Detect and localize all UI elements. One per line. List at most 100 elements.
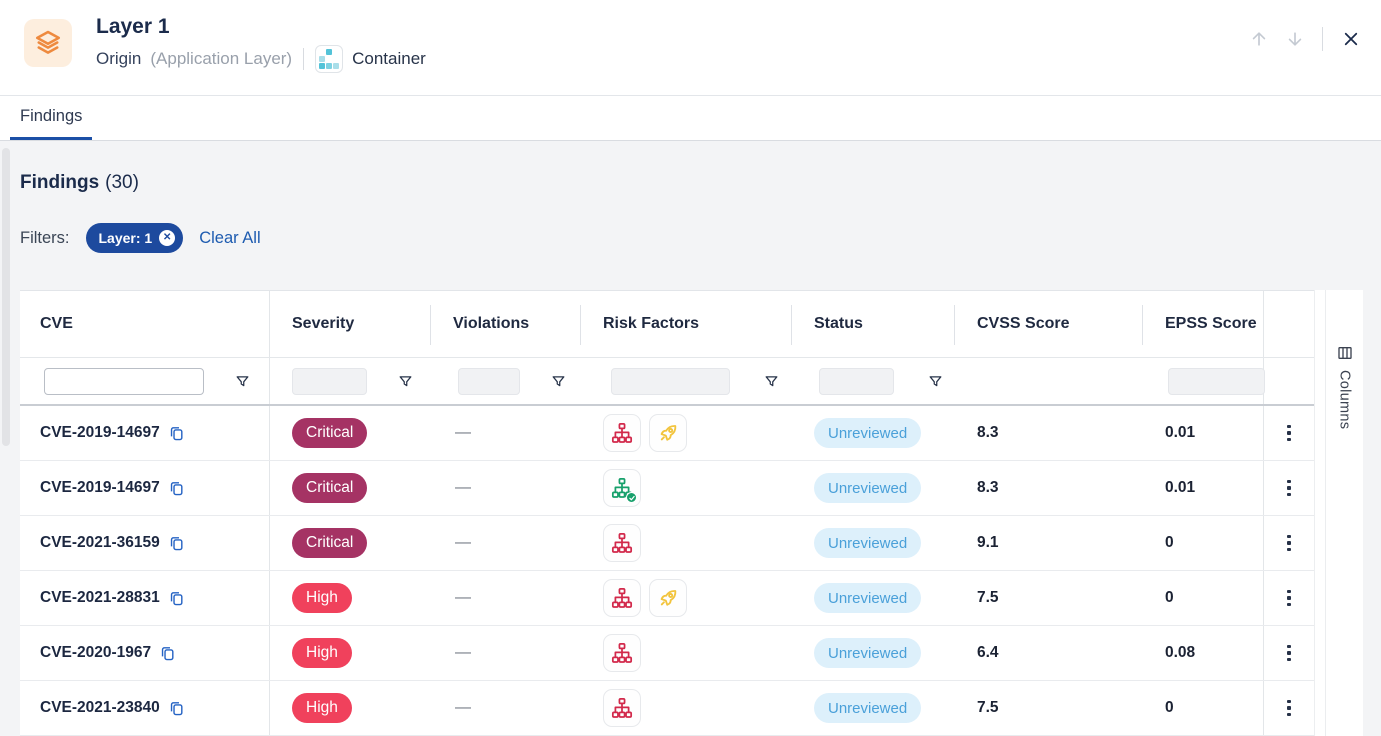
epss-score: 0.01 bbox=[1165, 479, 1196, 496]
row-menu-button[interactable] bbox=[1281, 584, 1297, 613]
column-header-actions bbox=[1264, 291, 1314, 357]
network-attack-vector-icon[interactable] bbox=[603, 689, 641, 727]
vertical-scrollbar-thumb[interactable] bbox=[1, 148, 10, 446]
severity-badge: Critical bbox=[292, 473, 368, 503]
risk-factors-cell bbox=[581, 516, 792, 570]
filter-funnel-icon[interactable] bbox=[398, 374, 413, 389]
cvss-score: 6.4 bbox=[977, 644, 999, 661]
severity-filter-input bbox=[292, 367, 367, 395]
risk-factors-cell bbox=[581, 406, 792, 460]
cvss-score: 9.1 bbox=[977, 534, 999, 551]
remove-filter-icon[interactable]: ✕ bbox=[159, 230, 176, 246]
tab-bar: Findings bbox=[0, 96, 1381, 141]
row-menu-button[interactable] bbox=[1281, 419, 1297, 448]
column-header-cvss-score[interactable]: CVSS Score bbox=[955, 291, 1143, 357]
table-row[interactable]: CVE-2019-14697 Critical — bbox=[20, 406, 1314, 461]
exploit-exists-icon[interactable] bbox=[649, 414, 687, 452]
filter-funnel-icon[interactable] bbox=[764, 374, 779, 389]
table-row[interactable]: CVE-2020-1967 High — Unreviewed 6.4 0.08 bbox=[20, 626, 1314, 681]
network-attack-vector-icon[interactable] bbox=[603, 634, 641, 672]
column-header-risk-factors[interactable]: Risk Factors bbox=[581, 291, 792, 357]
columns-panel-toggle[interactable]: Columns bbox=[1325, 290, 1363, 736]
risk-factors-cell bbox=[581, 681, 792, 735]
severity-badge: Critical bbox=[292, 528, 368, 558]
violations-value: — bbox=[455, 479, 471, 496]
tab-findings[interactable]: Findings bbox=[10, 96, 93, 140]
clear-all-filters-button[interactable]: Clear All bbox=[199, 228, 261, 247]
cve-link[interactable]: CVE-2021-36159 bbox=[40, 534, 160, 551]
status-badge: Unreviewed bbox=[814, 693, 922, 723]
column-header-violations[interactable]: Violations bbox=[431, 291, 581, 357]
epss-score: 0.08 bbox=[1165, 644, 1196, 661]
filter-funnel-icon[interactable] bbox=[928, 374, 943, 389]
filter-chip-layer[interactable]: Layer: 1 ✕ bbox=[85, 223, 184, 253]
cve-link[interactable]: CVE-2021-28831 bbox=[40, 589, 160, 606]
column-header-severity[interactable]: Severity bbox=[270, 291, 431, 357]
section-heading: Findings (30) bbox=[20, 172, 139, 194]
cve-link[interactable]: CVE-2019-14697 bbox=[40, 424, 160, 441]
container-icon bbox=[315, 45, 344, 73]
filter-chip-label: Layer: 1 bbox=[98, 230, 153, 246]
table-body: CVE-2019-14697 Critical — bbox=[20, 406, 1314, 736]
origin-label: Origin bbox=[96, 49, 142, 68]
column-header-cve[interactable]: CVE bbox=[20, 291, 270, 357]
row-menu-button[interactable] bbox=[1281, 529, 1297, 558]
vertical-scrollbar bbox=[1314, 290, 1325, 736]
columns-button-label: Columns bbox=[1336, 370, 1353, 430]
divider bbox=[1322, 27, 1323, 51]
table-columns-icon bbox=[1337, 347, 1352, 359]
table-row[interactable]: CVE-2021-28831 High — U bbox=[20, 571, 1314, 626]
epss-score: 0.01 bbox=[1165, 424, 1196, 441]
close-panel-button[interactable] bbox=[1337, 25, 1365, 53]
table-row[interactable]: CVE-2021-36159 Critical — Unreviewed 9.1… bbox=[20, 516, 1314, 571]
filters-label: Filters: bbox=[20, 228, 70, 247]
copy-icon[interactable] bbox=[159, 645, 176, 662]
violations-value: — bbox=[455, 644, 471, 661]
filter-funnel-icon[interactable] bbox=[551, 374, 566, 389]
cve-filter-input[interactable] bbox=[44, 367, 204, 395]
status-filter-input bbox=[819, 367, 894, 395]
table-row[interactable]: CVE-2021-23840 High — Unreviewed 7.5 0 bbox=[20, 681, 1314, 736]
status-badge: Unreviewed bbox=[814, 583, 922, 613]
filter-funnel-icon[interactable] bbox=[235, 374, 250, 389]
next-item-button[interactable] bbox=[1282, 26, 1308, 52]
copy-icon[interactable] bbox=[168, 535, 185, 552]
table-row[interactable]: CVE-2019-14697 Critical — Unreviewed 8.3… bbox=[20, 461, 1314, 516]
cve-link[interactable]: CVE-2019-14697 bbox=[40, 479, 160, 496]
column-header-epss-score[interactable]: EPSS Score bbox=[1143, 291, 1264, 357]
origin-detail: (Application Layer) bbox=[150, 49, 293, 68]
row-menu-button[interactable] bbox=[1281, 474, 1297, 503]
cve-link[interactable]: CVE-2020-1967 bbox=[40, 644, 152, 661]
row-menu-button[interactable] bbox=[1281, 694, 1297, 723]
status-badge: Unreviewed bbox=[814, 473, 922, 503]
violations-value: — bbox=[455, 424, 471, 441]
exploit-exists-icon[interactable] bbox=[649, 579, 687, 617]
cvss-score: 7.5 bbox=[977, 699, 999, 716]
previous-item-button[interactable] bbox=[1246, 26, 1272, 52]
copy-icon[interactable] bbox=[168, 700, 185, 717]
copy-icon[interactable] bbox=[168, 425, 185, 442]
violations-value: — bbox=[455, 534, 471, 551]
network-attack-vector-icon[interactable] bbox=[603, 524, 641, 562]
network-attack-vector-verified-icon[interactable] bbox=[603, 469, 641, 507]
violations-value: — bbox=[455, 699, 471, 716]
divider bbox=[303, 48, 305, 70]
column-header-status[interactable]: Status bbox=[792, 291, 955, 357]
cvss-score: 8.3 bbox=[977, 424, 999, 441]
network-attack-vector-icon[interactable] bbox=[603, 579, 641, 617]
asset-type-label: Container bbox=[352, 49, 426, 68]
epss-score: 0 bbox=[1165, 699, 1174, 716]
section-count: (30) bbox=[105, 172, 139, 193]
status-badge: Unreviewed bbox=[814, 528, 922, 558]
epss-score: 0 bbox=[1165, 534, 1174, 551]
cve-link[interactable]: CVE-2021-23840 bbox=[40, 699, 160, 716]
findings-table: CVE Severity Violations Risk Factors Sta… bbox=[20, 290, 1314, 736]
status-badge: Unreviewed bbox=[814, 638, 922, 668]
row-menu-button[interactable] bbox=[1281, 639, 1297, 668]
epss-filter-input bbox=[1168, 367, 1265, 395]
network-attack-vector-icon[interactable] bbox=[603, 414, 641, 452]
copy-icon[interactable] bbox=[168, 480, 185, 497]
copy-icon[interactable] bbox=[168, 590, 185, 607]
table-header-row: CVE Severity Violations Risk Factors Sta… bbox=[20, 291, 1314, 358]
